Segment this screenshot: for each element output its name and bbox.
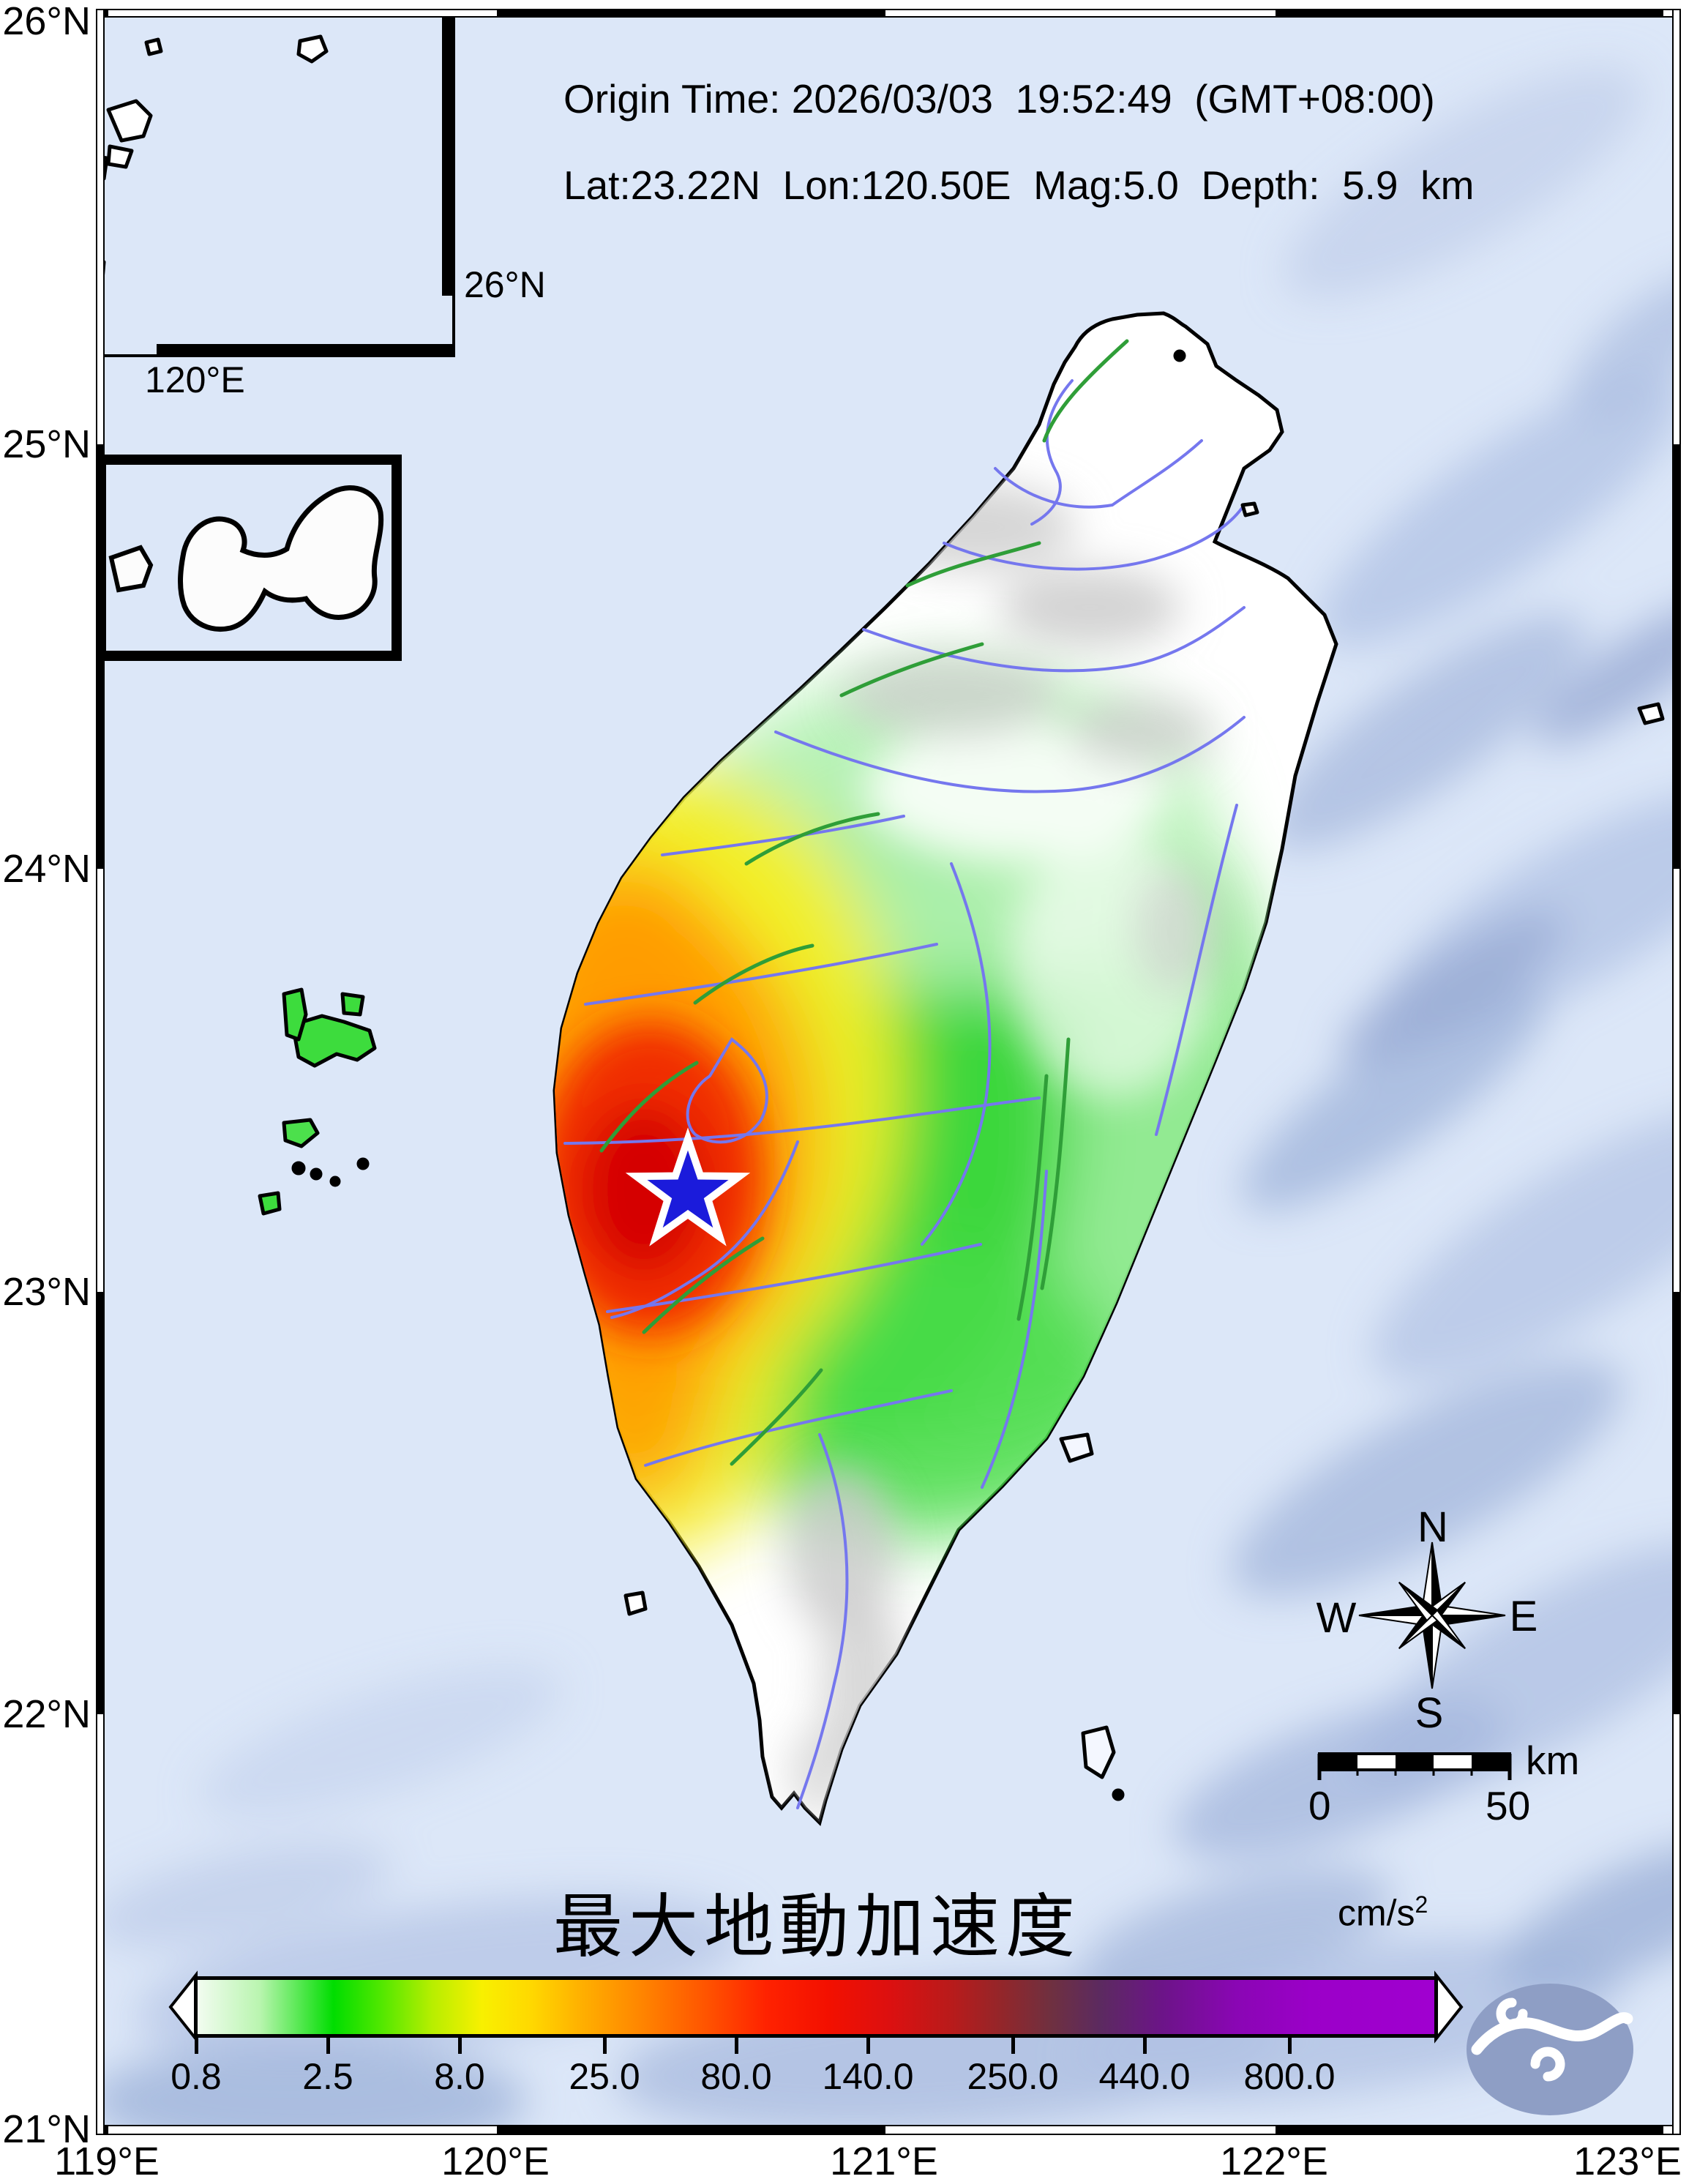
rivers-and-borders xyxy=(563,379,1246,1809)
hypocenter-text: Lat:23.22N Lon:120.50E Mag:5.0 Depth: 5.… xyxy=(563,162,1475,208)
lon-label-123e: 123°E xyxy=(1573,2139,1682,2179)
compass-e-label: E xyxy=(1509,1593,1538,1640)
colorbar-tick xyxy=(458,2038,462,2054)
colorbar-label-8.0: 8.0 xyxy=(434,2056,485,2097)
compass-w-label: W xyxy=(1316,1594,1357,1642)
colorbar-label-800.0: 800.0 xyxy=(1243,2056,1336,2097)
colorbar-tick xyxy=(326,2038,330,2054)
frame-top xyxy=(96,9,1681,18)
lat-label-21n: 21°N xyxy=(2,2107,91,2151)
colorbar-label-2.5: 2.5 xyxy=(302,2056,353,2097)
lon-label-119e: 119°E xyxy=(54,2139,160,2179)
colorbar-tick xyxy=(1011,2038,1015,2054)
colorbar-tick xyxy=(195,2038,198,2054)
colorbar-arrows xyxy=(168,1970,1464,2044)
lon-label-120e: 120°E xyxy=(441,2139,550,2179)
inset-lat-label: 26°N xyxy=(464,264,546,305)
colorbar-label-140.0: 140.0 xyxy=(822,2056,914,2097)
inset-lon-label: 120°E xyxy=(145,359,245,400)
compass-n-label: N xyxy=(1417,1503,1448,1551)
colorbar-tick xyxy=(603,2038,607,2054)
legend-title: 最大地動加速度 xyxy=(553,1888,1082,1966)
lat-label-22n: 22°N xyxy=(2,1692,91,1736)
colorbar-tick xyxy=(1288,2038,1292,2054)
legend-unit-base: cm/s xyxy=(1338,1892,1415,1934)
epicenter-star xyxy=(625,1127,751,1247)
legend-unit: cm/s2 xyxy=(1338,1893,1428,1932)
origin-time-text: Origin Time: 2026/03/03 19:52:49 (GMT+08… xyxy=(563,76,1435,122)
matsu-inset xyxy=(105,18,455,357)
scalebar-unit-label: km xyxy=(1526,1738,1580,1783)
colorbar-label-440.0: 440.0 xyxy=(1098,2056,1191,2097)
frame-bottom xyxy=(96,2125,1681,2135)
lat-label-25n: 25°N xyxy=(2,422,91,466)
colorbar-tick xyxy=(866,2038,870,2054)
scalebar-end-label: 50 xyxy=(1486,1783,1531,1828)
lon-label-121e: 121°E xyxy=(830,2139,938,2179)
scalebar-start-label: 0 xyxy=(1308,1783,1331,1828)
colorbar-label-25.0: 25.0 xyxy=(569,2056,640,2097)
fault-lines xyxy=(599,339,1129,1466)
legend-unit-exponent: 2 xyxy=(1415,1891,1428,1918)
pga-colorbar xyxy=(194,1976,1438,2038)
cwa-logo xyxy=(1467,1984,1633,2115)
lat-label-26n: 26°N xyxy=(2,0,91,43)
bathymetry-texture xyxy=(105,67,1672,2125)
lat-label-23n: 23°N xyxy=(2,1270,91,1314)
frame-right xyxy=(1672,9,1681,2135)
colorbar-label-80.0: 80.0 xyxy=(700,2056,772,2097)
frame-left xyxy=(96,9,105,2135)
colorbar-label-250.0: 250.0 xyxy=(967,2056,1059,2097)
colorbar-tick xyxy=(1143,2038,1147,2054)
compass-s-label: S xyxy=(1415,1689,1444,1737)
lon-label-122e: 122°E xyxy=(1220,2139,1328,2179)
kinmen-inset xyxy=(105,455,402,661)
colorbar-tick xyxy=(735,2038,738,2054)
compass-rose xyxy=(1358,1541,1506,1689)
lat-label-24n: 24°N xyxy=(2,847,91,891)
scale-bar xyxy=(1317,1752,1512,1780)
offshore-islands xyxy=(258,349,1665,1801)
colorbar-label-0.8: 0.8 xyxy=(171,2056,222,2097)
